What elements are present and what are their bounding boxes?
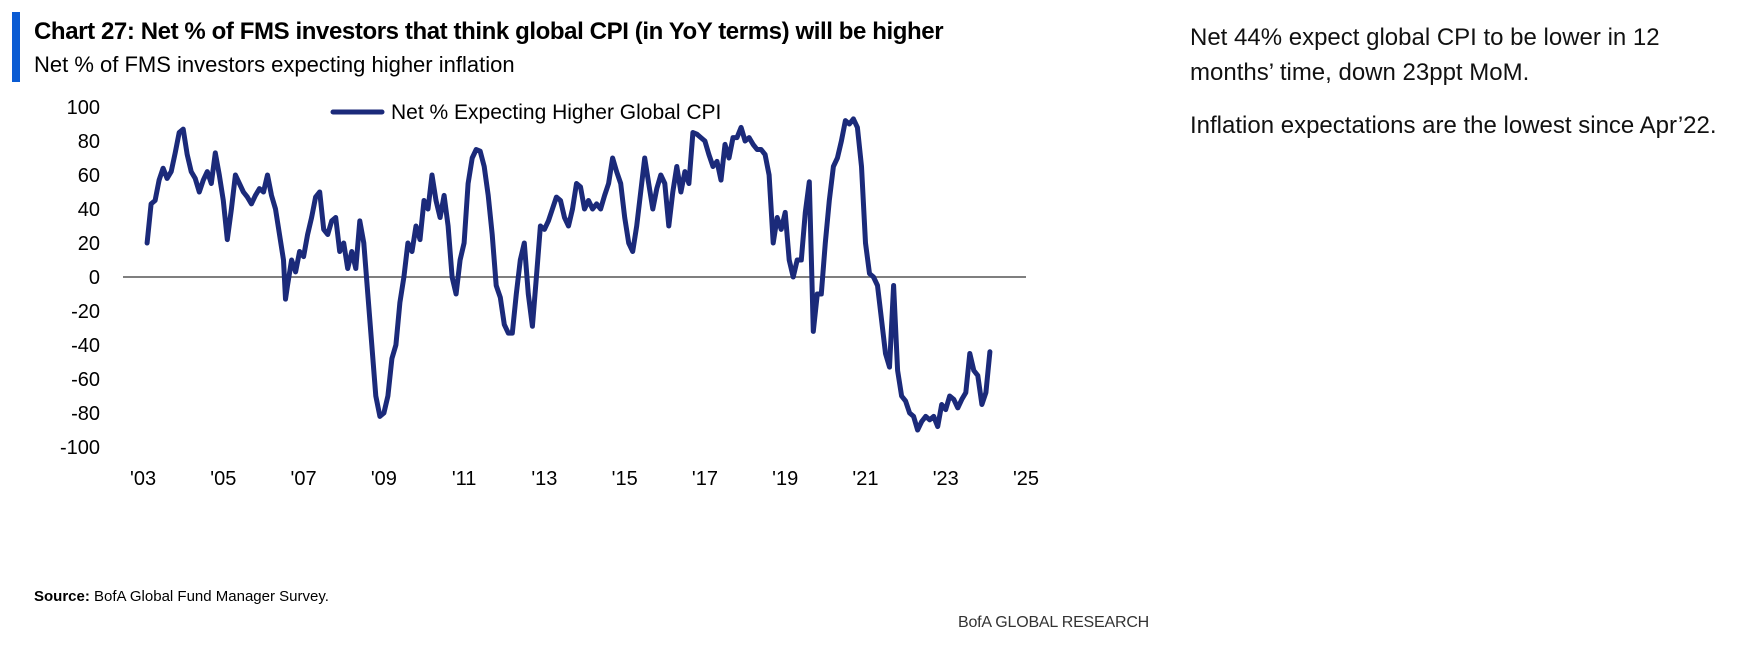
commentary-paragraph-2: Inflation expectations are the lowest si… xyxy=(1190,112,1717,139)
x-tick-label: '03 xyxy=(130,468,156,490)
y-tick-label: 80 xyxy=(78,131,100,153)
x-tick-label: '05 xyxy=(210,468,236,490)
x-tick-label: '23 xyxy=(933,468,959,490)
x-tick-label: '25 xyxy=(1013,468,1039,490)
x-tick-label: '21 xyxy=(852,468,878,490)
commentary: Net 44% expect global CPI to be lower in… xyxy=(1190,20,1730,161)
accent-bar xyxy=(12,12,20,82)
y-tick-label: -60 xyxy=(71,369,100,391)
y-tick-label: 40 xyxy=(78,199,100,221)
y-axis-ticks: 100 80 60 40 20 0 -20 -40 -60 -80 -100 xyxy=(60,97,100,459)
x-tick-label: '19 xyxy=(772,468,798,490)
x-tick-label: '15 xyxy=(612,468,638,490)
y-tick-label: -100 xyxy=(60,437,100,459)
x-axis-ticks: '03 '05 '07 '09 '11 '13 '15 '17 '19 '21 '23 '25 xyxy=(130,468,1039,490)
x-tick-label: '11 xyxy=(452,468,477,490)
chart-subtitle: Net % of FMS investors expecting higher … xyxy=(34,52,515,77)
source-text: BofA Global Fund Manager Survey. xyxy=(89,588,329,605)
brand-footer: BofA GLOBAL RESEARCH xyxy=(958,614,1150,631)
y-tick-label: 0 xyxy=(89,267,100,289)
chart-title: Chart 27: Net % of FMS investors that th… xyxy=(34,18,944,45)
x-tick-label: '13 xyxy=(531,468,557,490)
y-tick-label: 60 xyxy=(78,165,100,187)
commentary-paragraph-1: Net 44% expect global CPI to be lower in… xyxy=(1190,24,1660,86)
series-line xyxy=(144,116,993,433)
x-tick-label: '07 xyxy=(291,468,317,490)
source-note: Source: BofA Global Fund Manager Survey. xyxy=(34,588,329,605)
x-tick-label: '09 xyxy=(371,468,397,490)
y-tick-label: -20 xyxy=(71,301,100,323)
legend-label: Net % Expecting Higher Global CPI xyxy=(391,101,721,124)
source-label: Source: xyxy=(34,588,90,605)
y-tick-label: -40 xyxy=(71,335,100,357)
y-tick-label: 20 xyxy=(78,233,100,255)
x-tick-label: '17 xyxy=(692,468,718,490)
y-tick-label: 100 xyxy=(67,97,100,119)
y-tick-label: -80 xyxy=(71,403,100,425)
